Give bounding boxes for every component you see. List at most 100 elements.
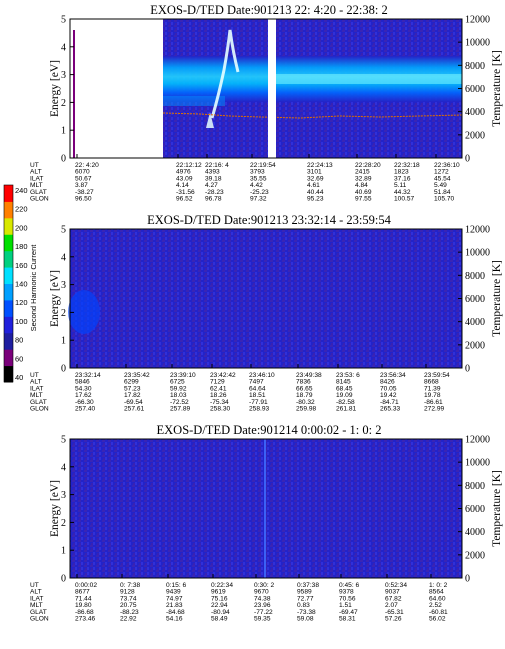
ylabel: Energy [eV] (49, 60, 61, 117)
table-cell: 6725 (170, 379, 185, 386)
table-cell: 23:59:54 (424, 372, 450, 379)
colorbar-tick-label: 40 (15, 373, 23, 382)
colorbar-swatch (4, 185, 13, 202)
colorbar-swatch (4, 234, 13, 252)
y2tick-label: 10000 (465, 458, 490, 469)
table-cell: 66.65 (296, 385, 313, 392)
y2tick-label: 10000 (465, 38, 490, 49)
table-cell: 40.69 (355, 189, 372, 196)
table-row-label: UT (30, 162, 39, 169)
colorbar: 40 60 80 100 120 140 160 180 200 220 240 Second Ha… (3, 184, 38, 383)
table-cell: 23:32:14 (75, 372, 101, 379)
table-cell: 2.52 (429, 602, 442, 609)
colorbar-swatch (4, 365, 13, 383)
y2tick-label: 0 (465, 154, 470, 165)
y2tick-label: 12000 (465, 435, 490, 446)
panel-1-white-arc (210, 29, 240, 119)
panel-3: EXOS-D/TED Date:901214 0:00:02 - 1: 0: 2 (69, 423, 463, 579)
table-cell: 73.74 (120, 595, 137, 602)
table-cell: 23:53: 6 (336, 372, 360, 379)
table-cell: 58.31 (339, 616, 356, 623)
table-cell: 22:32:18 (394, 162, 420, 169)
table-cell: 257.89 (170, 406, 191, 413)
table-cell: -80.94 (211, 609, 230, 616)
table-cell: 96.50 (75, 196, 92, 203)
table-cell: 62.41 (210, 385, 227, 392)
y2label: Temperature [K] (491, 50, 503, 127)
table-cell: 1: 0: 2 (429, 582, 448, 589)
panel-1-light-band (275, 74, 462, 84)
ytick-label: 5 (61, 225, 66, 236)
table-cell: 17.82 (124, 392, 141, 399)
y2tick-label: 2000 (465, 550, 485, 561)
panel-1-data-gap-left (70, 19, 163, 158)
table-cell: 4.84 (355, 182, 368, 189)
y2tick-label: 12000 (465, 15, 490, 26)
y2tick-label: 0 (465, 364, 470, 375)
ytick-label: 1 (61, 126, 66, 137)
table-row-label: ALT (30, 379, 42, 386)
table-cell: 54.30 (75, 385, 92, 392)
table-cell: 9439 (166, 589, 181, 596)
colorbar-tick-label: 160 (15, 261, 28, 270)
table-cell: -82.58 (336, 399, 355, 406)
table-cell: 0:22:34 (211, 582, 233, 589)
table-cell: 97.32 (250, 196, 267, 203)
colorbar-swatch (4, 332, 13, 350)
table-cell: 64.60 (429, 595, 446, 602)
colorbar-ticks: 40 60 80 100 120 140 160 180 200 220 240 (15, 186, 28, 382)
table-cell: 74.38 (254, 595, 271, 602)
table-cell: -65.31 (385, 609, 404, 616)
panel-1-white-spike (206, 112, 214, 128)
panel-1: EXOS-D/TED Date:901213 22: 4:20 - 22:38:… (69, 3, 463, 159)
table-row-label: GLON (30, 616, 49, 623)
table-cell: -69.54 (124, 399, 143, 406)
table-cell: 59.08 (297, 616, 314, 623)
table-cell: 58.49 (211, 616, 228, 623)
table-cell: 21.83 (166, 602, 183, 609)
colorbar-swatch (4, 299, 13, 317)
table-cell: -84.68 (166, 609, 185, 616)
table-cell: 18.51 (249, 392, 266, 399)
table-cell: 19.80 (75, 602, 92, 609)
table-cell: 64.64 (249, 385, 266, 392)
table-cell: 257.40 (75, 406, 96, 413)
table-cell: 72.77 (297, 595, 314, 602)
table-cell: 1.51 (339, 602, 352, 609)
ytick-label: 2 (61, 308, 66, 319)
table-row-label: GLAT (30, 399, 47, 406)
colorbar-label: Second Harmonic Current (29, 244, 38, 332)
y2tick-label: 2000 (465, 340, 485, 351)
table-cell: 70.56 (339, 595, 356, 602)
table-cell: -86.61 (424, 399, 443, 406)
table-cell: 5.49 (434, 182, 447, 189)
ytick-label: 4 (61, 252, 66, 263)
table-cell: 0:30: 2 (254, 582, 274, 589)
table-cell: 50.67 (75, 175, 92, 182)
colorbar-tick-label: 80 (15, 336, 23, 345)
table-cell: 8677 (75, 589, 90, 596)
table-cell: 4.14 (176, 182, 189, 189)
panel-2-low-energy-blob (68, 290, 100, 334)
ytick-label: 0 (61, 154, 66, 165)
y2tick-label: 6000 (465, 504, 485, 515)
colorbar-tick-label: 60 (15, 354, 23, 363)
table-cell: -31.56 (176, 189, 195, 196)
table-cell: 6070 (75, 169, 90, 176)
table-cell: 23:46:10 (249, 372, 275, 379)
ytick-label: 0 (61, 574, 66, 585)
y2tick-label: 10000 (465, 248, 490, 259)
table-cell: -80.32 (296, 399, 315, 406)
table-cell: 105.70 (434, 196, 455, 203)
table-cell: 22.94 (211, 602, 228, 609)
table-cell: 32.69 (307, 175, 324, 182)
ytick-label: 3 (61, 70, 66, 81)
table-cell: 35.55 (250, 175, 267, 182)
table-cell: 5846 (75, 379, 90, 386)
table-cell: 9589 (297, 589, 312, 596)
table-cell: 23:42:42 (210, 372, 236, 379)
table-cell: 17.62 (75, 392, 92, 399)
table-cell: 22:12:12 (176, 162, 202, 169)
table-cell: 40.44 (307, 189, 324, 196)
